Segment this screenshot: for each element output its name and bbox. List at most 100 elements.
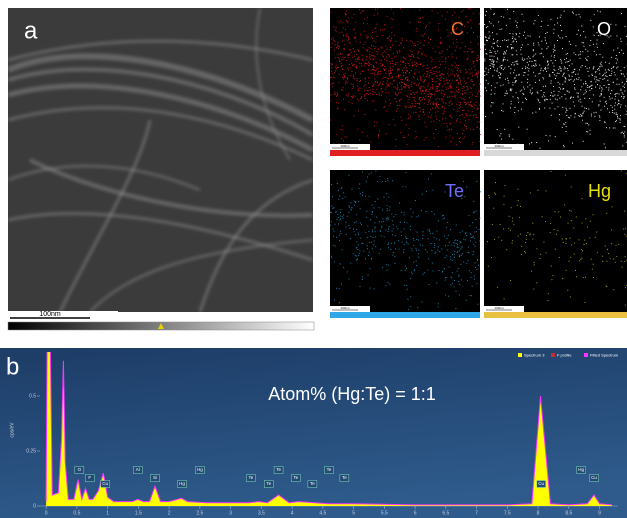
map-dot	[361, 96, 363, 98]
map-dot	[359, 139, 361, 141]
map-dot	[453, 286, 455, 288]
map-dot	[358, 50, 360, 52]
map-dot	[470, 104, 472, 106]
map-dot	[529, 84, 531, 86]
map-dot	[454, 75, 456, 77]
map-dot	[364, 114, 366, 115]
map-dot	[423, 54, 425, 56]
map-dot	[344, 57, 346, 59]
map-dot	[608, 36, 610, 38]
map-dot	[408, 55, 410, 57]
map-dot	[614, 127, 616, 129]
map-dot	[331, 67, 333, 69]
map-dot	[495, 193, 497, 195]
map-dot	[547, 64, 549, 66]
map-dot	[503, 56, 505, 58]
map-dot	[492, 66, 494, 68]
map-background	[484, 170, 627, 312]
map-dot	[491, 224, 493, 226]
map-dot	[573, 70, 575, 72]
map-dot	[459, 78, 461, 80]
map-dot	[473, 103, 475, 105]
map-dot	[415, 69, 417, 71]
map-dot	[444, 279, 446, 281]
map-dot	[456, 133, 458, 135]
map-dot	[606, 260, 608, 262]
map-dot	[490, 59, 492, 61]
map-dot	[511, 64, 513, 66]
map-dot	[418, 119, 420, 121]
map-dot	[441, 248, 443, 250]
map-dot	[405, 76, 407, 78]
map-dot	[430, 173, 432, 175]
map-dot	[374, 125, 376, 127]
map-dot	[396, 226, 398, 228]
map-dot	[357, 244, 359, 246]
map-dot	[355, 247, 357, 249]
map-dot	[386, 80, 388, 82]
map-dot	[349, 227, 351, 229]
map-dot	[611, 229, 613, 231]
map-dot	[557, 230, 559, 232]
map-dot	[582, 119, 583, 121]
map-dot	[330, 84, 332, 86]
map-dot	[620, 106, 621, 108]
map-dot	[389, 49, 391, 51]
map-dot	[497, 57, 498, 59]
x-tick-label: 5.5	[381, 510, 388, 516]
map-dot	[333, 76, 334, 78]
map-dot	[477, 93, 479, 95]
map-dot	[429, 72, 431, 73]
map-dot	[399, 89, 401, 91]
map-dot	[532, 222, 534, 224]
map-dot	[544, 66, 546, 68]
map-dot	[386, 193, 388, 195]
map-dot	[371, 210, 373, 212]
map-dot	[423, 79, 425, 81]
map-dot	[457, 82, 459, 84]
map-dot	[417, 79, 418, 80]
map-dot	[358, 234, 359, 236]
map-dot	[563, 123, 564, 125]
map-scale-label: 100nm	[340, 306, 350, 310]
map-dot	[331, 38, 333, 40]
map-dot	[544, 99, 545, 101]
map-dot	[586, 67, 588, 69]
map-dot	[504, 128, 506, 130]
map-dot	[493, 66, 495, 68]
map-dot	[522, 101, 524, 103]
map-dot	[565, 107, 567, 109]
map-dot	[479, 83, 481, 85]
map-dot	[353, 115, 355, 117]
map-dot	[466, 103, 468, 105]
map-dot	[506, 249, 508, 251]
map-dot	[441, 73, 443, 75]
map-dot	[373, 288, 375, 290]
map-dot	[469, 8, 471, 10]
map-dot	[558, 86, 560, 88]
map-dot	[393, 216, 395, 218]
map-dot	[620, 104, 622, 106]
map-dot	[565, 67, 567, 69]
map-dot	[368, 173, 370, 175]
map-dot	[375, 170, 377, 172]
map-dot	[477, 259, 478, 261]
map-dot	[486, 40, 488, 42]
map-dot	[338, 46, 340, 48]
map-dot	[435, 103, 437, 105]
map-dot	[448, 105, 450, 106]
map-dot	[386, 110, 388, 112]
map-dot	[441, 15, 443, 17]
map-dot	[343, 34, 345, 36]
map-dot	[467, 57, 469, 59]
map-dot	[484, 36, 486, 38]
map-dot	[356, 241, 358, 243]
map-dot	[406, 79, 408, 81]
map-dot	[409, 50, 411, 52]
map-dot	[529, 89, 531, 91]
panel-label: b	[6, 353, 19, 380]
y-axis-label: cps/eV	[9, 422, 15, 438]
map-dot	[585, 83, 587, 85]
map-dot	[388, 35, 390, 37]
map-dot	[343, 39, 345, 41]
